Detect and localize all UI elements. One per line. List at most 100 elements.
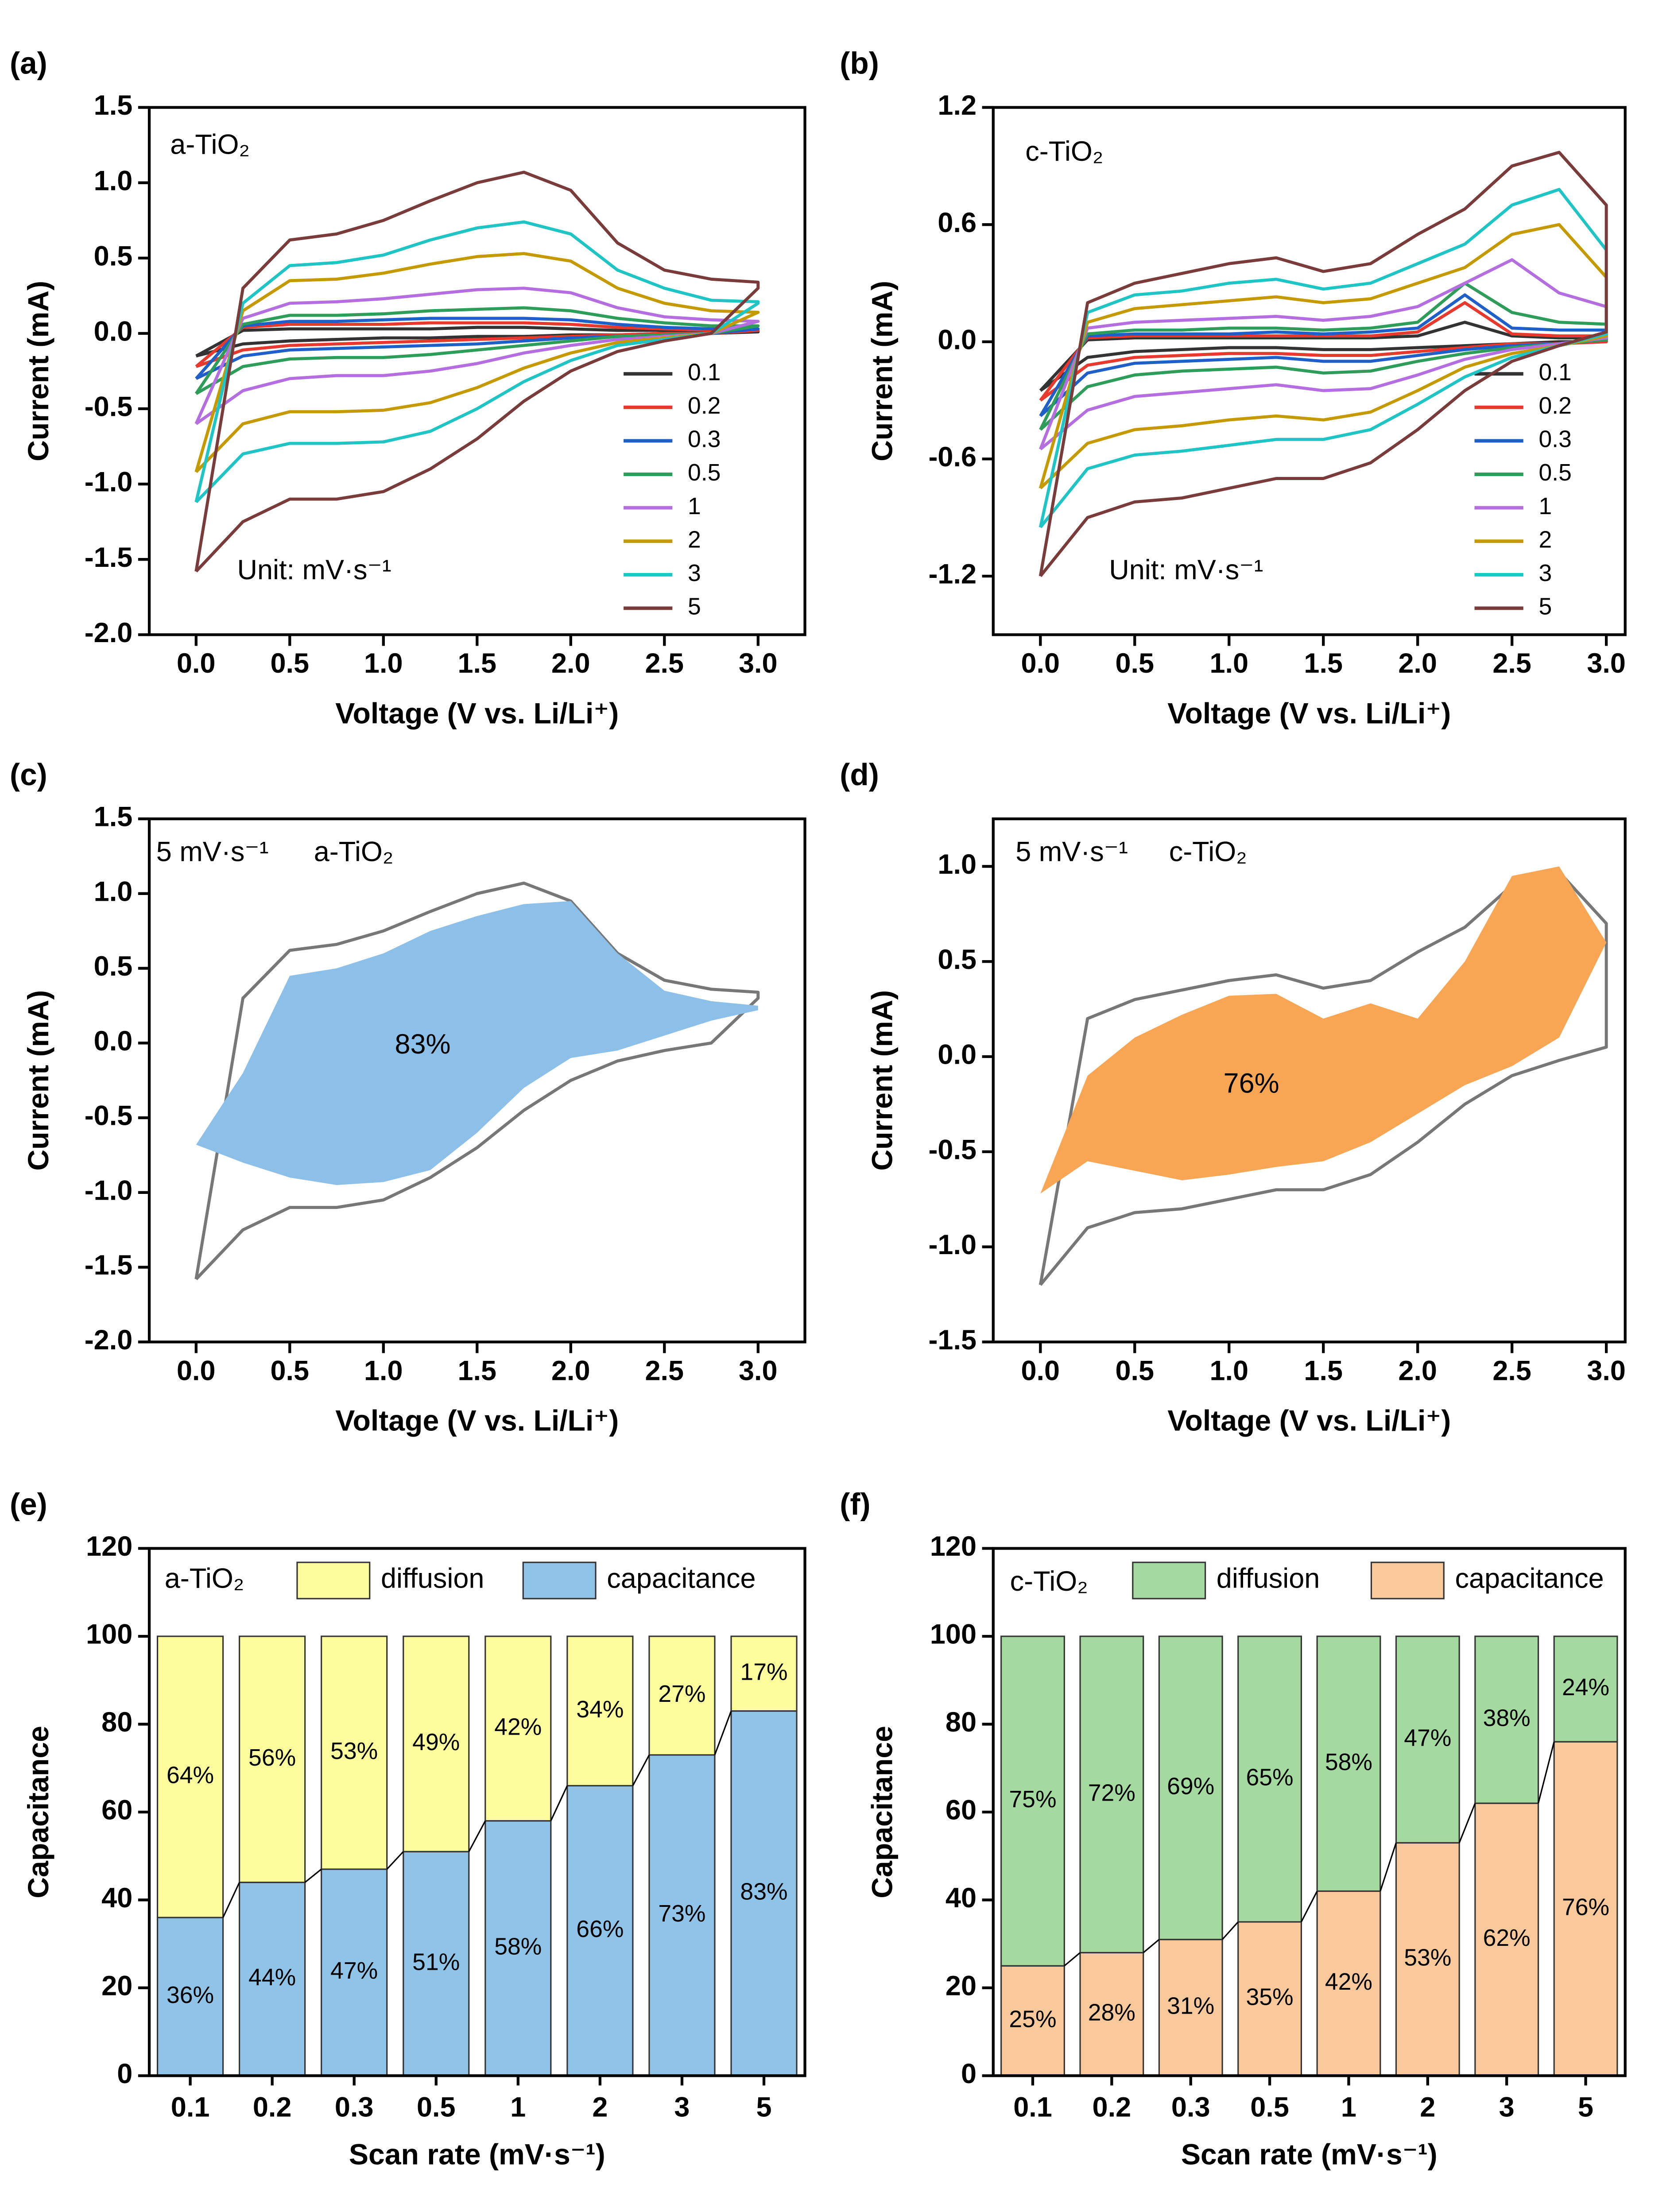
y-tick-label: 0 bbox=[961, 2058, 976, 2089]
legend-label: 0.5 bbox=[688, 460, 721, 486]
connector bbox=[222, 1882, 240, 1918]
y-tick-label: -2.0 bbox=[85, 1325, 133, 1356]
x-axis-title: Voltage (V vs. Li/Li⁺) bbox=[335, 1404, 619, 1437]
x-tick-label: 1 bbox=[1341, 2092, 1356, 2123]
value-label: 24% bbox=[1562, 1674, 1609, 1701]
value-label: 56% bbox=[248, 1745, 296, 1771]
bar-segment bbox=[1237, 1921, 1302, 2076]
x-tick-label: 5 bbox=[756, 2092, 771, 2123]
bar-segment bbox=[648, 1635, 716, 1756]
bar-segment bbox=[484, 1820, 552, 2076]
y-tick-label: -1.5 bbox=[928, 1325, 976, 1356]
bar-segment bbox=[1079, 1635, 1144, 1953]
value-label: 75% bbox=[1009, 1786, 1056, 1813]
y-tick-label: 1.0 bbox=[94, 165, 133, 196]
x-tick-label: 0.5 bbox=[1250, 2092, 1289, 2123]
value-label: 36% bbox=[167, 1982, 214, 2008]
annotation: 76% bbox=[1224, 1068, 1279, 1099]
y-tick-label: 1.5 bbox=[94, 802, 133, 833]
x-tick-label: 1.5 bbox=[458, 1355, 497, 1386]
cv-curve bbox=[194, 220, 760, 504]
x-tick-label: 2.5 bbox=[645, 648, 684, 679]
legend-label: 0.1 bbox=[1538, 359, 1571, 385]
value-label: 42% bbox=[1325, 1969, 1372, 1995]
y-tick-label: 1.0 bbox=[94, 876, 133, 907]
x-tick-label: 0.0 bbox=[1021, 648, 1060, 679]
bar-segment bbox=[566, 1635, 634, 1786]
bar-segment bbox=[1395, 1842, 1460, 2076]
x-tick-label: 0.2 bbox=[1093, 2092, 1132, 2123]
x-tick-label: 0.0 bbox=[177, 1355, 216, 1386]
legend-label: 5 bbox=[688, 594, 701, 620]
cv-curve bbox=[194, 170, 760, 573]
connector bbox=[304, 1868, 322, 1883]
value-label: 17% bbox=[740, 1659, 787, 1685]
y-axis-title: Current (mA) bbox=[22, 281, 55, 461]
x-tick-label: 0.5 bbox=[417, 2092, 456, 2123]
value-label: 31% bbox=[1167, 1993, 1214, 2019]
bar-segment bbox=[1316, 1635, 1381, 1892]
value-label: 42% bbox=[494, 1714, 542, 1740]
value-label: 28% bbox=[1088, 1999, 1135, 2026]
connector bbox=[1143, 1939, 1160, 1953]
annotation: a-TiO₂ bbox=[170, 129, 250, 160]
legend-swatch bbox=[1370, 1561, 1445, 1600]
value-label: 27% bbox=[658, 1681, 705, 1707]
y-axis-title: Current (mA) bbox=[866, 990, 899, 1171]
annotation: a-TiO₂ bbox=[314, 836, 394, 867]
x-tick-label: 1.5 bbox=[1304, 648, 1343, 679]
connector bbox=[1301, 1890, 1318, 1922]
legend-label: capacitance bbox=[607, 1563, 756, 1594]
panel-label: (f) bbox=[840, 1487, 870, 1521]
bar-segment bbox=[730, 1710, 798, 2076]
connector bbox=[714, 1711, 732, 1755]
x-tick-label: 0.3 bbox=[1171, 2092, 1210, 2123]
cv-curve bbox=[194, 306, 760, 395]
connector bbox=[550, 1785, 568, 1821]
connector bbox=[1221, 1921, 1239, 1940]
x-tick-label: 1.0 bbox=[1209, 1355, 1248, 1386]
x-tick-label: 2.0 bbox=[1398, 648, 1437, 679]
value-label: 44% bbox=[248, 1964, 296, 1991]
bar-segment bbox=[1474, 1635, 1539, 1804]
legend-label: 0.3 bbox=[1538, 426, 1571, 453]
annotation: a-TiO₂ bbox=[165, 1563, 244, 1594]
value-label: 76% bbox=[1562, 1894, 1609, 1920]
y-tick-label: 100 bbox=[86, 1619, 132, 1650]
x-tick-label: 3.0 bbox=[739, 648, 778, 679]
y-tick-label: 0.0 bbox=[938, 1039, 976, 1070]
cv-curve bbox=[194, 881, 760, 1280]
legend-label: 5 bbox=[1538, 594, 1552, 620]
x-tick-label: 2.5 bbox=[645, 1355, 684, 1386]
bar-segment bbox=[1237, 1635, 1302, 1923]
plot-frame bbox=[992, 1547, 1627, 2077]
bar-segment bbox=[1000, 1635, 1065, 1967]
y-axis-title: Capacitance bbox=[866, 1726, 899, 1898]
panel-label: (a) bbox=[10, 46, 47, 80]
value-label: 62% bbox=[1483, 1925, 1531, 1951]
bar-segment bbox=[566, 1785, 634, 2076]
x-tick-label: 3 bbox=[1499, 2092, 1515, 2123]
y-tick-label: 100 bbox=[930, 1619, 976, 1650]
x-tick-label: 2.0 bbox=[1398, 1355, 1437, 1386]
y-tick-label: -1.5 bbox=[85, 542, 133, 573]
value-label: 25% bbox=[1009, 2006, 1056, 2032]
y-tick-label: -1.5 bbox=[85, 1250, 133, 1281]
y-tick-label: -0.5 bbox=[85, 1100, 133, 1131]
value-label: 69% bbox=[1167, 1773, 1214, 1799]
y-tick-label: 0.5 bbox=[938, 944, 976, 975]
plot-frame bbox=[147, 106, 806, 636]
x-tick-label: 2.0 bbox=[551, 648, 590, 679]
legend-label: 2 bbox=[688, 527, 701, 553]
connector bbox=[386, 1851, 404, 1870]
panel-label: (b) bbox=[840, 46, 879, 80]
x-tick-label: 0.3 bbox=[335, 2092, 374, 2123]
x-axis-title: Voltage (V vs. Li/Li⁺) bbox=[335, 697, 619, 730]
x-axis-title: Scan rate (mV·s⁻¹) bbox=[1181, 2138, 1438, 2171]
cv-curve bbox=[194, 287, 760, 425]
bar-segment bbox=[1316, 1890, 1381, 2076]
bar-segment bbox=[1395, 1635, 1460, 1844]
legend-label: diffusion bbox=[1217, 1563, 1320, 1594]
y-tick-label: 0.5 bbox=[94, 240, 133, 271]
